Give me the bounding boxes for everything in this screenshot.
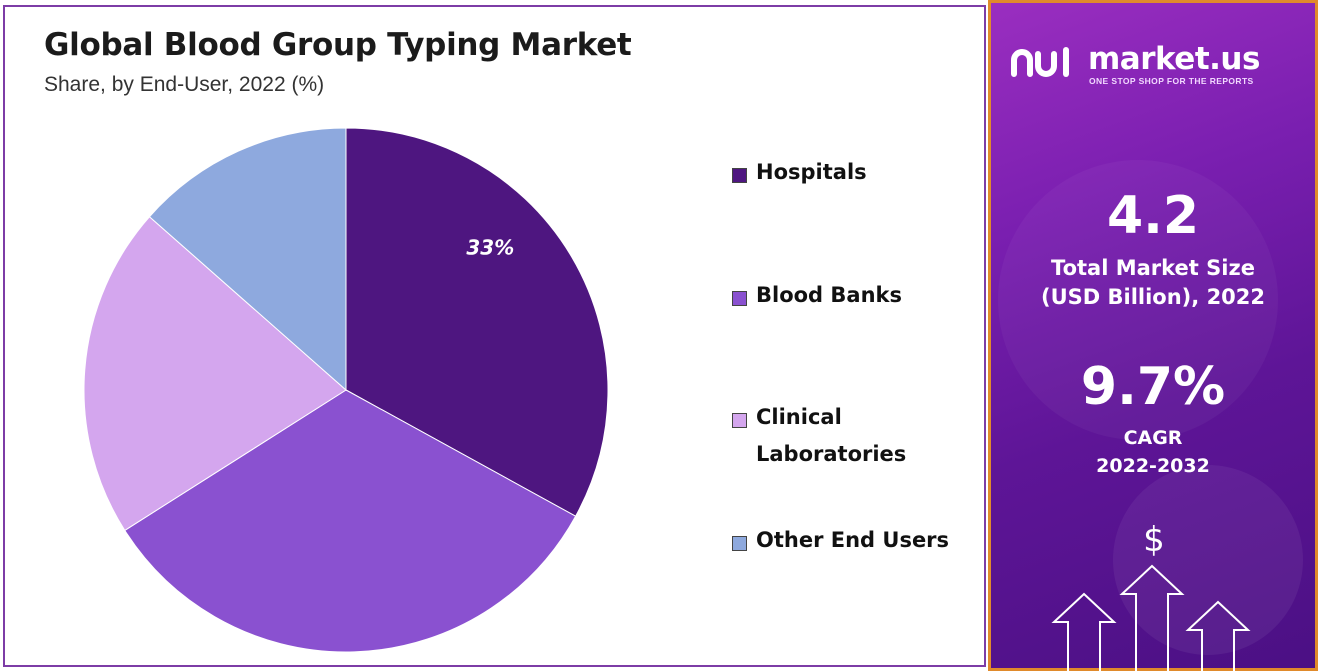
panel-decoration <box>998 160 1303 655</box>
summary-panel <box>988 0 1318 671</box>
market-us-logo-icon <box>1011 47 1069 77</box>
legend-swatch <box>732 168 747 183</box>
cagr-label: CAGR <box>1123 427 1183 449</box>
brand-tagline: ONE STOP SHOP FOR THE REPORTS <box>1089 76 1254 86</box>
legend-swatch <box>732 536 747 551</box>
brand-name: market.us <box>1088 41 1260 77</box>
legend-label: Blood Banks <box>756 283 902 307</box>
legend-label: Other End Users <box>756 528 950 552</box>
legend-item-other-end-users: Other End Users <box>732 528 949 559</box>
dollar-icon: $ <box>1143 520 1165 560</box>
pie-data-label: 33% <box>466 236 514 260</box>
legend-swatch <box>732 413 747 428</box>
market-size-label-line2: (USD Billion), 2022 <box>1040 285 1266 309</box>
market-size-label-line1: Total Market Size <box>1051 256 1255 280</box>
legend-item-hospitals: Hospitals <box>732 160 867 191</box>
pie-chart: 33% <box>83 127 609 653</box>
up-arrow-icon <box>1051 564 1251 671</box>
market-size-value: 4.2 <box>1106 186 1200 246</box>
chart-title: Global Blood Group Typing Market <box>44 27 632 63</box>
chart-subtitle: Share, by End-User, 2022 (%) <box>44 73 325 96</box>
cagr-period: 2022-2032 <box>1096 455 1210 477</box>
cagr-value: 9.7% <box>1080 357 1226 417</box>
pie-slice-clinical-laboratories <box>83 216 347 532</box>
legend-label: Hospitals <box>756 160 867 184</box>
legend-item-blood-banks: Blood Banks <box>732 283 902 314</box>
pie-slice-other-end-users <box>148 127 347 392</box>
legend-label: Clinical Laboratories <box>756 405 907 466</box>
pie-slice-hospitals <box>345 127 609 517</box>
legend-swatch <box>732 291 747 306</box>
legend-item-clinical-laboratories: Clinical Laboratories <box>732 405 931 473</box>
pie-slice-blood-banks <box>124 389 577 653</box>
